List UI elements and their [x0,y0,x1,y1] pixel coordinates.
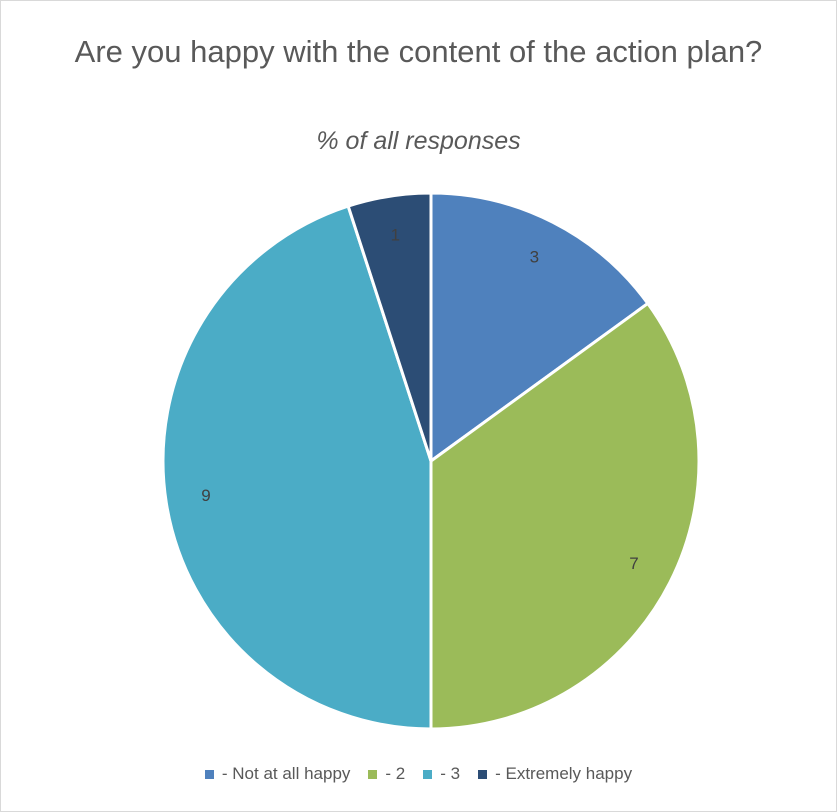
legend-swatch-icon [204,769,214,779]
legend-item-2: - 2 [368,764,405,784]
legend-item-not-at-all-happy: - Not at all happy [204,764,351,784]
pie-data-label: 3 [530,247,539,266]
legend-item-extremely-happy: - Extremely happy [478,764,632,784]
pie-slice [161,204,433,731]
pie-slice [429,191,650,463]
pie-slice [346,191,433,463]
chart-title: Are you happy with the content of the ac… [74,34,763,69]
legend-swatch-icon [368,769,378,779]
legend-label: - 2 [385,764,406,783]
legend-label: - Not at all happy [221,764,351,783]
legend-item-3: - 3 [423,764,460,784]
pie-data-label: 1 [391,225,400,244]
pie-data-label: 7 [629,554,638,573]
legend-label: - Extremely happy [495,764,633,783]
legend-label: - 3 [440,764,461,783]
pie-slice [429,301,701,731]
legend-swatch-icon [478,769,488,779]
pie-data-label: 9 [201,486,210,505]
chart-subtitle: % of all responses [316,127,521,155]
chart-legend: - Not at all happy - 2 - 3 - Extremely h… [1,764,836,784]
legend-swatch-icon [423,769,433,779]
